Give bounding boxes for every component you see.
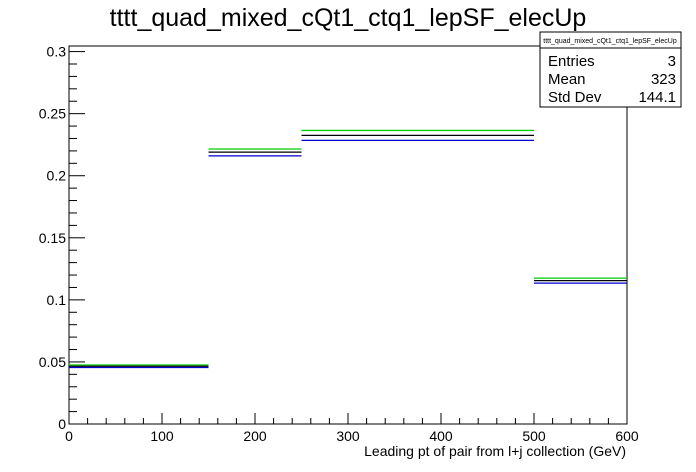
x-tick-label: 300	[336, 428, 360, 444]
series-2	[69, 139, 627, 369]
y-tick-label: 0.2	[47, 168, 67, 184]
series-layer	[69, 129, 627, 369]
series-0	[69, 129, 627, 366]
stats-stddev-value: 144.1	[638, 89, 676, 106]
x-tick-label: 400	[429, 428, 453, 444]
y-tick-label: 0.25	[39, 106, 66, 122]
stats-box-title: tttt_quad_mixed_cQt1_ctq1_lepSF_elecUp	[543, 38, 677, 45]
axis-minor-ticks	[69, 63, 609, 424]
series-1	[69, 134, 627, 367]
x-tick-label: 100	[150, 428, 174, 444]
y-axis: 0 0.05 0.1 0.15 0.2 0.25 0.3	[39, 44, 85, 432]
x-axis: 0 100 200 300 400 500 600	[65, 413, 639, 444]
x-tick-label: 600	[615, 428, 639, 444]
chart-title: tttt_quad_mixed_cQt1_ctq1_lepSF_elecUp	[110, 4, 587, 32]
x-tick-label: 200	[243, 428, 267, 444]
stats-entries-value: 3	[668, 53, 676, 70]
stats-box-frame	[539, 31, 682, 108]
stats-mean-label: Mean	[548, 71, 586, 88]
y-tick-label: 0.1	[47, 292, 67, 308]
y-tick-label: 0.3	[47, 44, 67, 60]
stats-mean-value: 323	[651, 71, 676, 88]
y-tick-label: 0.15	[39, 230, 66, 246]
stats-entries-label: Entries	[548, 53, 595, 70]
x-tick-label: 0	[65, 428, 73, 444]
y-tick-label: 0.05	[39, 354, 66, 370]
y-tick-label: 0	[58, 416, 66, 432]
stats-box: tttt_quad_mixed_cQt1_ctq1_lepSF_elecUp E…	[539, 31, 682, 108]
stats-stddev-label: Std Dev	[548, 89, 602, 106]
x-axis-title: Leading pt of pair from l+j collection (…	[364, 443, 626, 459]
x-tick-label: 500	[522, 428, 546, 444]
